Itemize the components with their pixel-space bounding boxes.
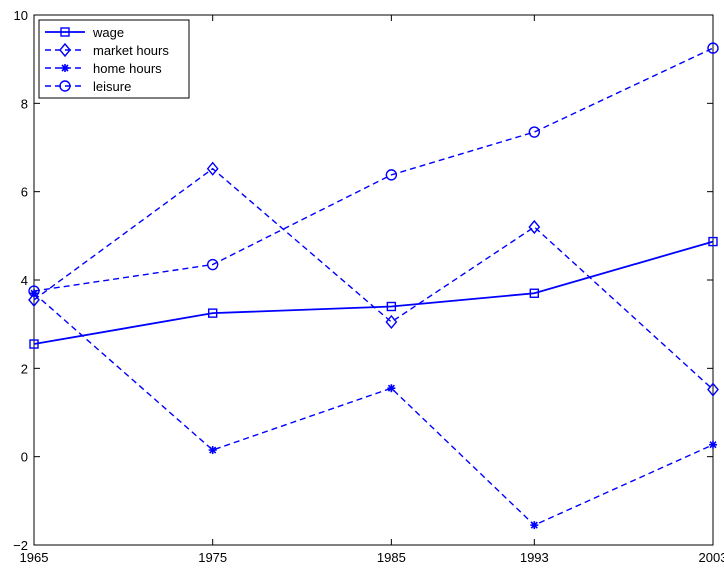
x-tick-label: 1965 xyxy=(20,550,49,565)
legend-label: market hours xyxy=(93,43,169,58)
data-point-leisure xyxy=(528,126,541,138)
y-tick-label: 10 xyxy=(14,8,28,23)
data-point-leisure xyxy=(707,42,719,54)
series-leisure xyxy=(28,42,719,297)
y-axis: −2 0 2 4 6 8 10 xyxy=(13,8,713,553)
series-layer xyxy=(28,42,719,530)
x-tick-label: 2003 xyxy=(699,550,724,565)
data-point-home-hours xyxy=(208,446,217,455)
legend-label: leisure xyxy=(93,79,131,94)
data-point-leisure xyxy=(28,285,40,297)
data-point-market-hours xyxy=(528,219,541,235)
legend-box xyxy=(38,19,190,99)
x-tick-label: 1975 xyxy=(198,550,227,565)
y-tick-label: 2 xyxy=(21,361,28,376)
x-tick-label: 1993 xyxy=(520,550,549,565)
data-point-wage xyxy=(529,288,540,298)
y-tick-label: 4 xyxy=(21,273,28,288)
data-point-leisure xyxy=(206,258,219,271)
legend-item-leisure: leisure xyxy=(45,79,131,94)
legend-marker xyxy=(61,64,69,72)
legend-marker xyxy=(59,80,71,92)
data-point-wage xyxy=(708,236,718,247)
series-home-hours xyxy=(30,289,717,530)
x-axis: 1965 1975 1985 1993 2003 xyxy=(20,15,724,565)
data-point-leisure xyxy=(385,169,398,181)
data-point-wage xyxy=(207,308,218,318)
legend-label: wage xyxy=(92,25,124,40)
data-point-home-hours xyxy=(709,440,717,449)
plot-area xyxy=(33,14,714,546)
legend-item-wage: wage xyxy=(45,25,124,40)
data-point-market-hours xyxy=(206,161,219,176)
series-line-wage xyxy=(33,240,714,345)
data-point-home-hours xyxy=(530,521,539,530)
data-point-market-hours xyxy=(28,292,40,307)
y-tick-label: −2 xyxy=(13,538,28,553)
data-point-home-hours xyxy=(387,384,396,393)
data-point-wage xyxy=(386,301,397,312)
series-line-home-hours xyxy=(33,292,714,526)
series-wage xyxy=(29,236,718,349)
legend-marker xyxy=(60,27,70,37)
legend-item-market-hours: market hours xyxy=(45,42,169,58)
legend-marker xyxy=(59,42,71,58)
y-tick-label: 8 xyxy=(21,96,28,111)
legend: wage market hours home hours leisure xyxy=(38,19,190,99)
series-market-hours xyxy=(28,161,719,397)
x-tick-label: 1985 xyxy=(377,550,406,565)
legend-label: home hours xyxy=(93,61,162,76)
data-point-wage xyxy=(29,339,39,349)
series-line-leisure xyxy=(33,47,714,292)
legend-item-home-hours: home hours xyxy=(45,61,162,76)
y-tick-label: 0 xyxy=(21,450,28,465)
y-tick-label: 6 xyxy=(21,185,28,200)
data-point-market-hours xyxy=(385,314,398,330)
data-point-market-hours xyxy=(707,382,719,397)
